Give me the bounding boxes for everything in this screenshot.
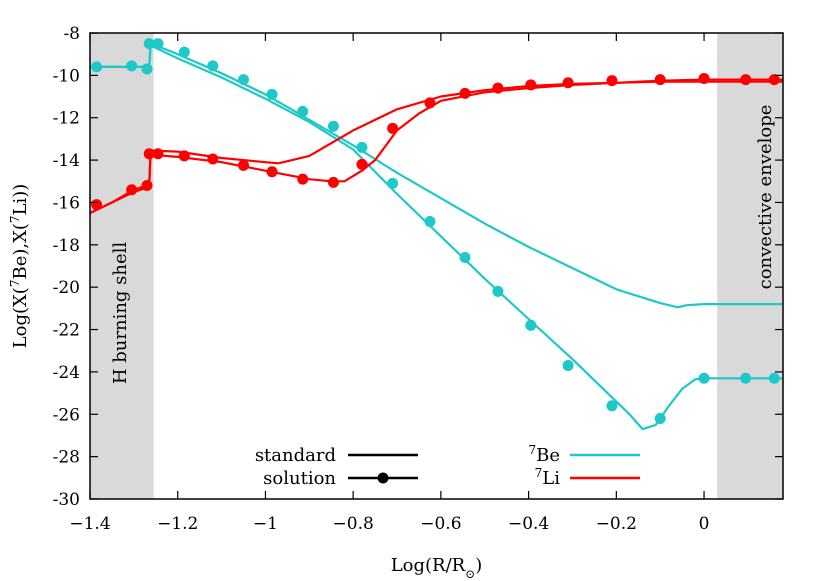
- x-tick-label: −0.8: [333, 514, 374, 534]
- data-point: [424, 97, 436, 109]
- region-labels: H burning shell convective envelope: [110, 105, 776, 385]
- data-point: [356, 141, 368, 153]
- data-point: [387, 122, 399, 134]
- data-point: [238, 159, 250, 171]
- data-point: [266, 166, 278, 178]
- axis-ticks: −1.4 −1.2 −1 −0.8 −0.6 −0.4 −0.2 0 -8 -10 -12 -14 -1…: [53, 24, 783, 534]
- data-point: [698, 372, 710, 384]
- marker-layer: [91, 38, 780, 425]
- data-point: [654, 413, 666, 425]
- data-point: [297, 105, 309, 117]
- data-point: [356, 158, 368, 170]
- data-point: [525, 79, 537, 91]
- series-line-0: [90, 42, 783, 309]
- x-axis-label: Log(R/R⊙): [391, 555, 483, 581]
- region-label-convective-envelope: convective envelope: [755, 105, 776, 290]
- data-point: [141, 180, 153, 192]
- y-tick-label: -24: [53, 363, 80, 383]
- legend-label-Be: 7Be: [528, 443, 560, 466]
- x-tick-label: −0.4: [508, 514, 549, 534]
- legend-marker: [377, 472, 389, 484]
- x-tick-label: 0: [699, 514, 710, 534]
- y-tick-label: -30: [53, 490, 80, 510]
- data-point: [207, 60, 219, 72]
- data-point: [768, 372, 780, 384]
- data-point: [178, 46, 190, 58]
- data-point: [266, 88, 278, 100]
- y-tick-label: -20: [53, 278, 80, 298]
- data-point: [143, 38, 155, 50]
- data-point: [143, 148, 155, 160]
- data-point: [740, 372, 752, 384]
- data-point: [238, 74, 250, 86]
- y-axis-label: Log(X(7Be),X(7Li)): [8, 184, 31, 349]
- data-point: [91, 199, 103, 211]
- data-point: [562, 77, 574, 89]
- x-tick-label: −1: [253, 514, 278, 534]
- data-point: [698, 73, 710, 85]
- data-point: [492, 82, 504, 94]
- data-point: [207, 153, 219, 165]
- shaded-regions: [90, 33, 783, 499]
- data-point: [387, 177, 399, 189]
- series-line-3: [89, 78, 783, 214]
- plot-frame: [89, 32, 784, 500]
- data-point: [459, 252, 471, 264]
- y-tick-label: -14: [53, 151, 80, 171]
- shaded-region-1: [717, 33, 783, 499]
- data-point: [654, 74, 666, 86]
- data-point: [606, 400, 618, 412]
- shaded-region-0: [90, 33, 154, 499]
- y-tick-label: -16: [53, 193, 80, 213]
- data-point: [141, 63, 153, 75]
- y-tick-label: -28: [53, 448, 80, 468]
- data-point: [606, 75, 618, 87]
- y-tick-label: -18: [53, 236, 80, 256]
- data-point: [327, 120, 339, 132]
- data-point: [126, 184, 138, 196]
- data-point: [768, 74, 780, 86]
- series-line-2: [89, 80, 783, 214]
- legend-label-Li: 7Li: [535, 466, 561, 489]
- data-point: [562, 360, 574, 372]
- y-tick-label: -8: [63, 24, 80, 44]
- data-point: [178, 150, 190, 162]
- data-point: [91, 61, 103, 73]
- x-tick-label: −1.4: [69, 514, 110, 534]
- data-point: [525, 319, 537, 331]
- legend-label-standard: standard: [255, 445, 336, 466]
- data-point: [424, 216, 436, 228]
- region-label-h-burning-shell: H burning shell: [110, 242, 131, 385]
- data-point: [327, 176, 339, 188]
- data-point: [297, 173, 309, 185]
- y-tick-label: -22: [53, 321, 80, 341]
- data-point: [126, 60, 138, 72]
- y-tick-label: -12: [53, 109, 80, 129]
- y-tick-label: -10: [53, 66, 80, 86]
- x-tick-label: −1.2: [157, 514, 198, 534]
- data-point: [459, 87, 471, 99]
- data-point: [152, 38, 164, 50]
- x-tick-label: −0.6: [420, 514, 461, 534]
- y-tick-label: -26: [53, 405, 80, 425]
- data-point: [492, 285, 504, 297]
- data-point: [740, 74, 752, 86]
- series-layer: [89, 42, 783, 431]
- legend-label-solution: solution: [263, 468, 336, 489]
- data-point: [152, 148, 164, 160]
- x-tick-label: −0.2: [596, 514, 637, 534]
